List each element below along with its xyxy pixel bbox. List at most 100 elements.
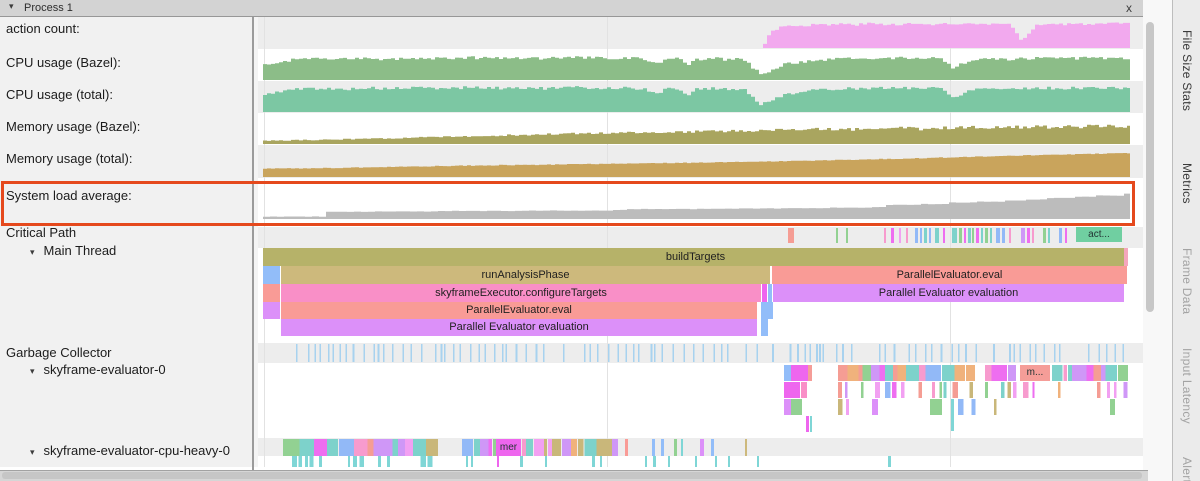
- trace-event-block[interactable]: [522, 439, 527, 456]
- gc-tick[interactable]: [809, 344, 811, 362]
- gc-tick[interactable]: [515, 344, 518, 362]
- expand-triangle-icon[interactable]: ▾: [30, 447, 35, 457]
- gc-tick[interactable]: [993, 344, 995, 362]
- trace-event-sliver[interactable]: [838, 399, 843, 415]
- trace-event-sliver[interactable]: [1013, 382, 1017, 398]
- gc-tick[interactable]: [879, 344, 881, 362]
- trace-event-sliver[interactable]: [860, 382, 864, 398]
- trace-event-block[interactable]: [784, 399, 791, 415]
- gc-tick[interactable]: [842, 344, 844, 362]
- trace-event-block[interactable]: [520, 456, 523, 467]
- critical-path-sliver[interactable]: [788, 228, 794, 243]
- trace-event-block[interactable]: [930, 399, 942, 415]
- trace-span-parallel-evaluator-evaluation[interactable]: Parallel Evaluator evaluation: [281, 319, 757, 336]
- trace-event-block[interactable]: [497, 456, 499, 467]
- trace-span-skyframeexecutor-configuretargets[interactable]: skyframeExecutor.configureTargets: [281, 284, 761, 302]
- trace-event-block[interactable]: [1063, 365, 1067, 381]
- trace-event-sliver[interactable]: [347, 456, 351, 467]
- critical-path-sliver[interactable]: [906, 228, 908, 243]
- trace-event-sliver[interactable]: [1058, 382, 1061, 398]
- gc-tick[interactable]: [452, 344, 455, 362]
- critical-path-sliver[interactable]: [924, 228, 927, 243]
- critical-path-sliver[interactable]: [985, 228, 988, 243]
- gc-tick[interactable]: [908, 344, 910, 362]
- gc-tick[interactable]: [692, 344, 695, 362]
- gc-tick[interactable]: [822, 344, 825, 362]
- trace-event-sliver[interactable]: [957, 399, 964, 415]
- trace-event-block[interactable]: [326, 439, 338, 456]
- critical-path-sliver[interactable]: [915, 228, 918, 243]
- trace-event-block[interactable]: [474, 439, 480, 456]
- label-timeline-divider[interactable]: [252, 17, 254, 470]
- trace-event-block[interactable]: [534, 439, 544, 456]
- trace-event-sliver[interactable]: [943, 382, 947, 398]
- trace-event-block[interactable]: [462, 439, 474, 456]
- gc-tick[interactable]: [459, 344, 461, 362]
- counter-chart-system-load-average[interactable]: [263, 193, 1130, 219]
- critical-path-sliver[interactable]: [846, 228, 848, 243]
- trace-event-block[interactable]: [791, 365, 808, 381]
- trace-event-block[interactable]: [838, 365, 848, 381]
- gc-tick[interactable]: [319, 344, 321, 362]
- trace-event-block[interactable]: [313, 439, 327, 456]
- trace-event-block[interactable]: [806, 416, 809, 432]
- trace-event-block[interactable]: [847, 365, 859, 381]
- trace-event-block[interactable]: [373, 439, 378, 456]
- gc-tick[interactable]: [392, 344, 394, 362]
- trace-event-block[interactable]: [711, 439, 714, 456]
- trace-event-sliver[interactable]: [918, 382, 922, 398]
- trace-event-sliver[interactable]: [985, 382, 988, 398]
- gc-tick[interactable]: [410, 344, 413, 362]
- trace-span-parallelevaluator-eval[interactable]: ParallelEvaluator.eval: [281, 302, 757, 319]
- trace-event-block[interactable]: [543, 439, 547, 456]
- trace-span-parallelevaluator-eval[interactable]: ParallelEvaluator.eval: [772, 266, 1127, 284]
- trace-event-sliver[interactable]: [1007, 382, 1011, 398]
- trace-event-block[interactable]: [888, 456, 891, 467]
- gc-tick[interactable]: [1029, 344, 1032, 362]
- trace-event-sliver[interactable]: [891, 382, 897, 398]
- trace-span-fragment[interactable]: [263, 266, 280, 284]
- critical-path-sliver[interactable]: [996, 228, 1000, 243]
- vertical-scrollbar-thumb[interactable]: [1146, 22, 1154, 312]
- gc-tick[interactable]: [653, 344, 656, 362]
- trace-event-sliver[interactable]: [845, 399, 850, 415]
- trace-event-block[interactable]: [925, 365, 941, 381]
- critical-path-sliver[interactable]: [976, 228, 979, 243]
- trace-event-sliver[interactable]: [932, 382, 936, 398]
- gc-tick[interactable]: [819, 344, 821, 362]
- gc-tick[interactable]: [308, 344, 310, 362]
- gc-tick[interactable]: [632, 344, 635, 362]
- expand-triangle-icon[interactable]: ▾: [30, 247, 35, 257]
- trace-event-block[interactable]: [872, 399, 878, 415]
- gc-tick[interactable]: [672, 344, 675, 362]
- gc-tick[interactable]: [440, 344, 443, 362]
- gc-tick[interactable]: [756, 344, 759, 362]
- gc-tick[interactable]: [1013, 344, 1016, 362]
- gc-tick[interactable]: [443, 344, 446, 362]
- trace-event-block[interactable]: [858, 365, 863, 381]
- trace-event-sliver[interactable]: [359, 456, 364, 467]
- trace-event-sliver[interactable]: [875, 382, 881, 398]
- gc-tick[interactable]: [683, 344, 685, 362]
- trace-event-block[interactable]: [353, 439, 368, 456]
- gc-tick[interactable]: [339, 344, 342, 362]
- critical-path-sliver[interactable]: [884, 228, 886, 243]
- critical-path-sliver[interactable]: [836, 228, 838, 243]
- gc-tick[interactable]: [835, 344, 838, 362]
- gc-tick[interactable]: [931, 344, 933, 362]
- gc-tick[interactable]: [745, 344, 748, 362]
- trace-event-block[interactable]: [700, 439, 704, 456]
- critical-path-sliver[interactable]: [1027, 228, 1030, 243]
- expand-triangle-icon[interactable]: ▾: [30, 366, 35, 376]
- gc-tick[interactable]: [804, 344, 806, 362]
- trace-event-sliver[interactable]: [1023, 382, 1029, 398]
- trace-span-critical-path-act[interactable]: act...: [1076, 227, 1122, 242]
- gc-tick[interactable]: [1098, 344, 1101, 362]
- trace-event-block[interactable]: [392, 439, 398, 456]
- trace-event-block[interactable]: [784, 365, 791, 381]
- trace-event-sliver[interactable]: [885, 382, 891, 398]
- gc-tick[interactable]: [884, 344, 887, 362]
- gc-tick[interactable]: [702, 344, 705, 362]
- trace-span-fragment[interactable]: [263, 284, 280, 302]
- sidebar-tab-frame-data[interactable]: Frame Data: [1180, 248, 1194, 315]
